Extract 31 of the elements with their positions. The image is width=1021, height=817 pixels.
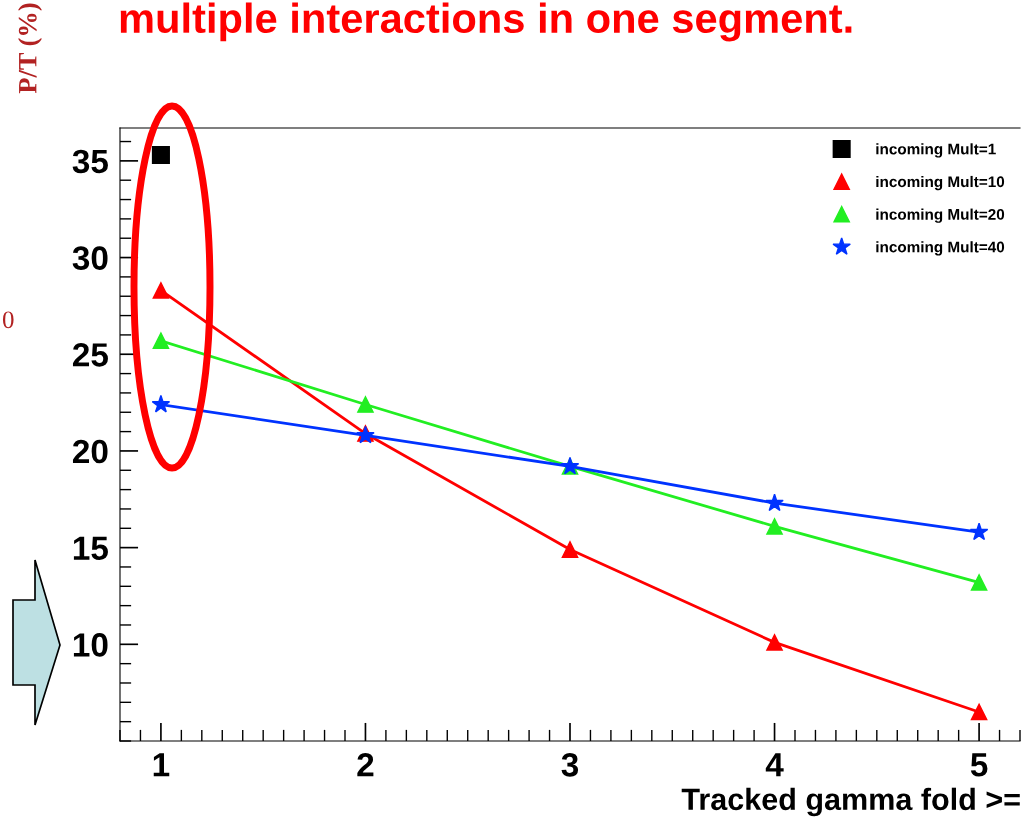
- y-tick-label: 35: [72, 149, 108, 174]
- x-tick-label: 5: [970, 753, 988, 777]
- x-axis-title: Tracked gamma fold >=: [681, 787, 1020, 817]
- point: [151, 394, 171, 413]
- point: [152, 282, 170, 299]
- chart-title: multiple interactions in one segment.: [120, 2, 852, 42]
- y-tick-label: 20: [72, 439, 108, 464]
- y-tick-label: 25: [72, 343, 108, 367]
- legend-label: incoming Mult=40: [876, 241, 1005, 256]
- point: [970, 703, 988, 721]
- point: [766, 634, 783, 651]
- y-tick-label: 10: [73, 633, 108, 657]
- point: [766, 518, 783, 535]
- point: [152, 332, 170, 350]
- point: [561, 541, 579, 558]
- text: 0: [2, 311, 14, 329]
- x-tick-label: 1: [153, 753, 170, 777]
- legend-label: incoming Mult=1: [876, 143, 996, 158]
- y-tick-label: 15: [73, 536, 108, 561]
- point: [151, 146, 170, 165]
- x-tick-label: 3: [561, 752, 579, 777]
- x-tick-label: 2: [357, 752, 374, 777]
- point: [969, 522, 989, 541]
- y-axis-title: P/T (%): [18, 3, 42, 94]
- point: [970, 574, 988, 591]
- point: [765, 493, 784, 512]
- legend-label: incoming Mult=20: [876, 208, 1005, 223]
- y-tick-label: 30: [72, 246, 108, 271]
- legend-label: incoming Mult=10: [876, 175, 1005, 191]
- x-tick-label: 4: [765, 753, 784, 777]
- point: [357, 396, 374, 413]
